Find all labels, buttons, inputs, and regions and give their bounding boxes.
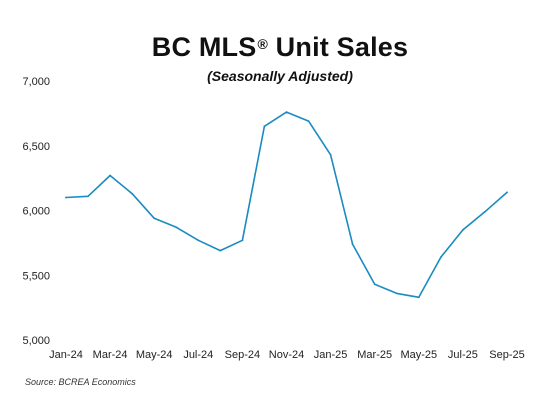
x-tick-label: Jan-24 — [49, 349, 83, 361]
x-tick-label: Mar-24 — [93, 349, 128, 361]
data-point — [197, 239, 200, 242]
data-point — [506, 191, 508, 194]
x-tick-label: May-24 — [136, 349, 173, 361]
data-point — [329, 153, 332, 156]
y-tick-label: 7,000 — [22, 76, 50, 88]
y-tick-label: 5,000 — [22, 335, 50, 347]
y-tick-label: 6,000 — [22, 206, 50, 218]
data-point — [131, 192, 134, 195]
chart-title-suffix: Unit Sales — [267, 32, 409, 62]
x-tick-label: Jul-25 — [448, 349, 478, 361]
data-point — [462, 229, 464, 231]
data-point — [87, 195, 89, 198]
x-tick-label: Mar-25 — [357, 349, 392, 361]
data-point — [351, 243, 354, 246]
x-tick-label: May-25 — [400, 349, 437, 361]
data-point — [175, 226, 178, 229]
data-point — [373, 283, 376, 286]
chart-title-text: BC MLS — [151, 32, 257, 62]
series-group — [65, 111, 508, 299]
data-point — [440, 256, 442, 258]
x-axis: Jan-24 Mar-24 May-24 Jul-24 Sep-24 Nov-24 Jan-… — [49, 349, 525, 361]
data-point — [219, 249, 222, 252]
source-note: Source: BCREA Economics — [25, 377, 136, 387]
data-point — [395, 292, 398, 295]
chart-subtitle: (Seasonally Adjusted) — [207, 68, 353, 84]
data-point — [307, 120, 310, 122]
data-point — [417, 296, 420, 299]
data-point — [109, 174, 111, 177]
series-line — [65, 111, 508, 299]
data-point — [153, 217, 156, 220]
y-tick-label: 5,500 — [22, 270, 50, 282]
data-point — [285, 111, 288, 113]
data-point — [484, 210, 486, 213]
x-tick-label: Jan-25 — [314, 349, 348, 361]
data-point — [263, 125, 266, 128]
x-tick-label: Sep-24 — [225, 349, 260, 361]
x-tick-label: Jul-24 — [183, 349, 213, 361]
y-tick-label: 6,500 — [22, 141, 50, 153]
x-tick-label: Nov-24 — [269, 349, 304, 361]
y-axis: 5,000 5,500 6,000 6,500 7,000 — [22, 76, 50, 347]
registered-mark: ® — [257, 36, 268, 52]
data-point — [241, 239, 244, 242]
chart-title: BC MLS® Unit Sales — [0, 30, 560, 64]
data-point — [65, 196, 67, 199]
x-tick-label: Sep-25 — [489, 349, 524, 361]
